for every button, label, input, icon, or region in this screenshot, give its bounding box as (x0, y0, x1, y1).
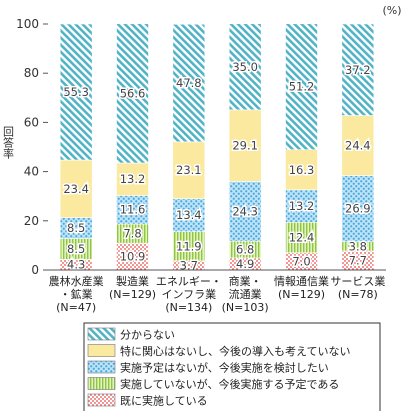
category-label: サービス業 (330, 275, 385, 288)
bar-segment (285, 149, 318, 191)
data-label: 13.4 (176, 208, 202, 222)
data-label: 6.8 (236, 243, 254, 257)
legend: 分からない特に関心はないし、今後の導入も考えていない実施予定はないが、今後実施を… (83, 322, 381, 411)
data-label: 11.6 (120, 203, 146, 217)
category-label: 商業・ (229, 274, 262, 288)
data-label: 29.1 (232, 139, 258, 153)
bar-segment (228, 23, 262, 111)
data-label: 56.6 (120, 86, 146, 100)
category-label: 情報通信業 (274, 275, 329, 288)
y-tick-label: 40 (24, 165, 39, 179)
category-label: エネルギー・ (156, 275, 222, 288)
y-tick-label: 60 (24, 115, 39, 129)
unit-label: (%) (382, 4, 401, 17)
bar-segment (59, 23, 93, 161)
legend-swatch (87, 344, 116, 357)
data-label: 11.9 (176, 239, 202, 253)
data-label: 4.9 (236, 257, 254, 271)
bar-segment (116, 23, 149, 164)
data-label: 7.7 (349, 254, 367, 268)
legend-box (83, 322, 381, 411)
bar-segment (172, 198, 206, 232)
category-labels: 農林水産業・鉱業(N=47)製造業(N=129)エネルギー・インフラ業(N=13… (49, 274, 386, 314)
y-tick-label: 100 (16, 17, 39, 31)
legend-swatch (87, 377, 116, 390)
data-label: 23.1 (176, 163, 202, 177)
data-label: 35.0 (232, 60, 258, 74)
y-tick-label: 20 (24, 214, 39, 228)
data-label: 23.4 (63, 182, 89, 196)
bar-segment (228, 181, 262, 242)
legend-swatch (87, 327, 116, 341)
bar-segment (228, 109, 262, 182)
legend-swatch (87, 360, 116, 374)
bar-segment (172, 141, 206, 199)
y-tick-label: 0 (31, 263, 39, 277)
data-label: 24.4 (345, 139, 371, 153)
data-label: 10.9 (120, 250, 146, 264)
category-label: (N=134) (165, 301, 212, 314)
bar-segment (172, 23, 206, 143)
legend-entry: 実施していないが、今後実施する予定である (120, 377, 339, 391)
category-label: 流通業 (229, 287, 262, 301)
category-label: 製造業 (116, 274, 149, 288)
data-label: 37.2 (345, 63, 371, 77)
data-label: 7.0 (292, 254, 310, 268)
legend-swatch (87, 393, 116, 407)
category-label: ・鉱業 (60, 287, 93, 301)
data-label: 24.3 (232, 204, 258, 218)
bar-segment (172, 231, 206, 262)
data-label: 7.8 (123, 227, 141, 241)
data-label: 47.8 (176, 76, 202, 90)
legend-entry: 特に関心はないし、今後の導入も考えていない (120, 344, 350, 358)
legend-entry: 分からない (120, 329, 175, 342)
category-label: (N=78) (338, 288, 378, 301)
data-label: 13.2 (289, 199, 315, 213)
category-label: (N=129) (109, 288, 156, 301)
data-label: 26.9 (345, 202, 371, 216)
bar-segment (341, 23, 375, 116)
category-label: 農林水産業 (49, 274, 104, 288)
data-label: 12.4 (289, 231, 315, 245)
data-label: 16.3 (289, 163, 315, 177)
legend-entry: 既に実施している (120, 394, 208, 408)
category-label: (N=103) (222, 301, 269, 314)
data-label: 4.3 (67, 258, 85, 272)
category-label: インフラ業 (161, 288, 216, 301)
bars (59, 23, 375, 271)
data-label: 3.8 (349, 239, 367, 253)
y-axis-ticks: 0 20 40 60 80 100 (16, 17, 48, 277)
data-label: 8.5 (67, 221, 85, 235)
data-label: 55.3 (63, 85, 89, 99)
data-label: 13.2 (120, 172, 146, 186)
data-labels: 4.38.58.523.455.310.97.811.613.256.63.71… (62, 58, 372, 274)
data-label: 51.2 (289, 80, 315, 94)
y-tick-label: 80 (24, 66, 39, 80)
bar-segment (341, 115, 375, 176)
y-axis-label: 回答率 (2, 126, 15, 160)
data-label: 8.5 (67, 242, 85, 256)
legend-entry: 実施予定はないが、今後実施を検討したい (120, 361, 329, 375)
category-label: (N=47) (56, 301, 96, 314)
bar-segment (285, 23, 318, 151)
category-label: (N=129) (278, 288, 325, 301)
